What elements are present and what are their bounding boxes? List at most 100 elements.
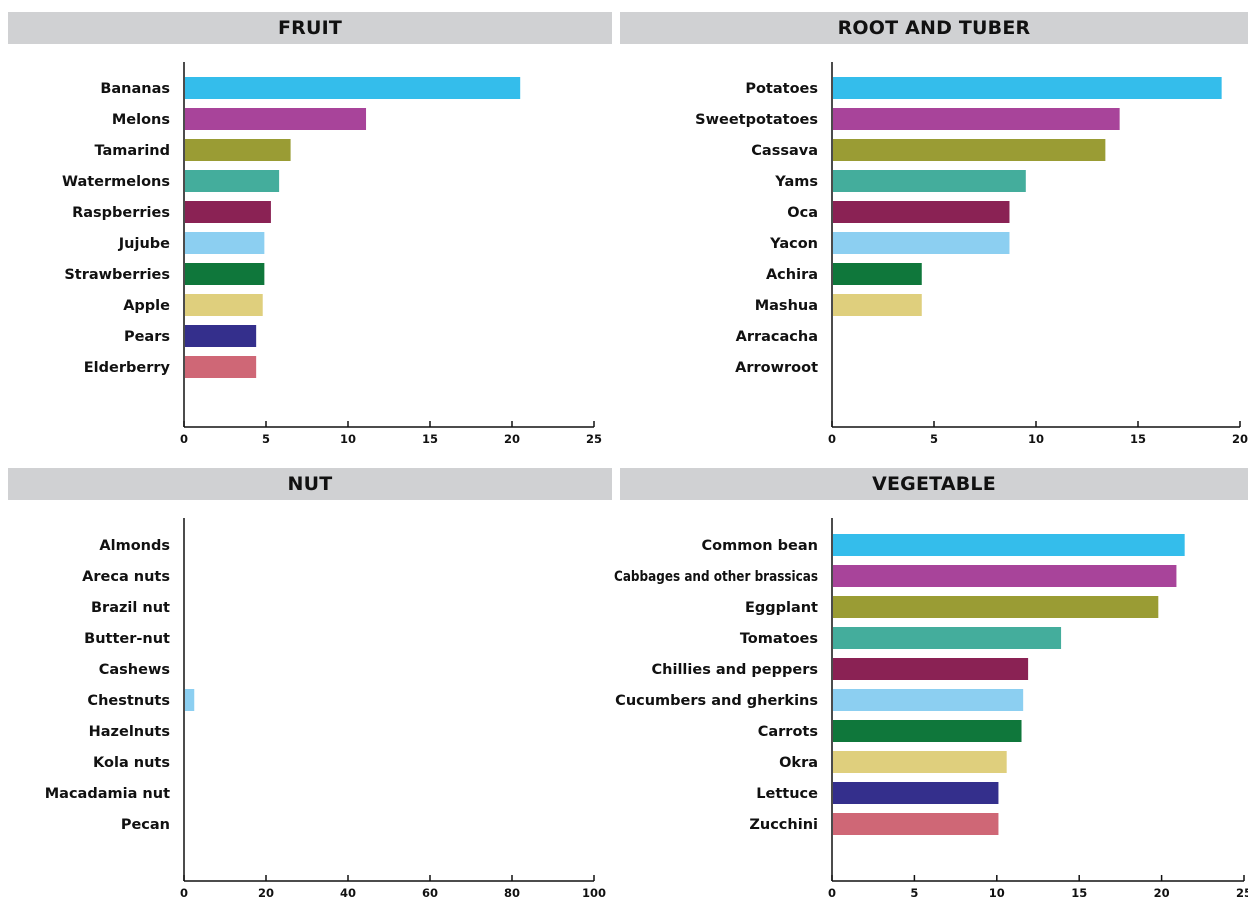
- category-label: Cabbages and other brassicas: [614, 569, 818, 585]
- bar-oca: [833, 201, 1010, 223]
- x-tick-label: 25: [586, 432, 602, 446]
- category-label: Arrowroot: [735, 360, 818, 376]
- bar-tomatoes: [833, 627, 1062, 649]
- x-tick-label: 10: [1028, 432, 1044, 446]
- category-label: Strawberries: [64, 267, 170, 283]
- category-label: Areca nuts: [82, 569, 170, 585]
- bar-mashua: [833, 294, 922, 316]
- category-label: Pecan: [121, 817, 170, 833]
- bar-yacon: [833, 232, 1010, 254]
- panel-nut: NUT 0 20 40 60 80 100 Almonds Areca nuts Brazil …: [8, 468, 612, 902]
- category-label: Tamarind: [94, 143, 170, 159]
- category-label: Hazelnuts: [89, 724, 170, 740]
- category-label: Mashua: [755, 298, 818, 314]
- bar-strawberries: [185, 263, 265, 285]
- category-label: Butter-nut: [84, 631, 170, 647]
- panel-title: FRUIT: [8, 12, 612, 44]
- bar-bananas: [185, 77, 521, 99]
- bar-cassava: [833, 139, 1106, 161]
- x-tick-label: 0: [828, 886, 836, 900]
- bar-zucchini: [833, 813, 999, 835]
- bar-cabbages-and-other-brassicas: [833, 565, 1177, 587]
- x-tick-label: 15: [1071, 886, 1087, 900]
- bar-eggplant: [833, 596, 1159, 618]
- x-tick-label: 15: [422, 432, 438, 446]
- category-label: Cucumbers and gherkins: [615, 693, 818, 709]
- bar-lettuce: [833, 782, 999, 804]
- category-label: Chillies and peppers: [652, 662, 818, 678]
- x-tick-label: 20: [258, 886, 274, 900]
- category-label: Bananas: [100, 81, 170, 97]
- x-tick-label: 20: [1232, 432, 1248, 446]
- category-label: Almonds: [99, 538, 170, 554]
- x-tick-label: 0: [180, 886, 188, 900]
- category-label: Sweetpotatoes: [695, 112, 818, 128]
- category-label: Melons: [112, 112, 170, 128]
- panel-root-and-tuber: ROOT AND TUBER 0 5 10 15 20 Potatoes Sweetpota…: [620, 12, 1248, 452]
- category-label: Okra: [779, 755, 818, 771]
- bar-pears: [185, 325, 257, 347]
- panel-fruit: FRUIT 0 5 10 15 20 25 Bananas Melons Tamarind Wat…: [8, 12, 612, 452]
- category-label: Cashews: [99, 662, 170, 678]
- category-label: Elderberry: [84, 360, 171, 376]
- nut-bar-chart: 0 20 40 60 80 100 Almonds Areca nuts Brazil nut B…: [45, 518, 606, 900]
- x-tick-label: 5: [930, 432, 938, 446]
- category-label: Watermelons: [62, 174, 170, 190]
- vegetable-bar-chart: 0 5 10 15 20 25 Common bean Cabbages and other …: [614, 518, 1248, 900]
- bar-cucumbers-and-gherkins: [833, 689, 1024, 711]
- x-tick-label: 15: [1130, 432, 1146, 446]
- bar-potatoes: [833, 77, 1222, 99]
- bar-jujube: [185, 232, 265, 254]
- bar-chillies-and-peppers: [833, 658, 1029, 680]
- category-label: Raspberries: [72, 205, 170, 221]
- category-label: Jujube: [118, 236, 170, 252]
- x-tick-label: 25: [1236, 886, 1248, 900]
- bar-okra: [833, 751, 1007, 773]
- category-label: Pears: [124, 329, 170, 345]
- category-label: Common bean: [702, 538, 818, 554]
- category-label: Achira: [766, 267, 818, 283]
- x-tick-label: 10: [340, 432, 356, 446]
- category-label: Potatoes: [745, 81, 818, 97]
- x-tick-label: 60: [422, 886, 438, 900]
- category-label: Tomatoes: [740, 631, 818, 647]
- bar-watermelons: [185, 170, 280, 192]
- category-label: Lettuce: [756, 786, 818, 802]
- category-label: Macadamia nut: [45, 786, 170, 802]
- category-label: Chestnuts: [87, 693, 170, 709]
- category-label: Apple: [123, 298, 170, 314]
- bar-sweetpotatoes: [833, 108, 1120, 130]
- category-label: Arracacha: [736, 329, 818, 345]
- bar-carrots: [833, 720, 1022, 742]
- category-label: Zucchini: [749, 817, 818, 833]
- bar-melons: [185, 108, 367, 130]
- bar-tamarind: [185, 139, 291, 161]
- x-tick-label: 80: [504, 886, 520, 900]
- category-label: Kola nuts: [93, 755, 170, 771]
- category-label: Oca: [787, 205, 818, 221]
- category-label: Carrots: [758, 724, 818, 740]
- panel-title: NUT: [8, 468, 612, 500]
- category-label: Eggplant: [745, 600, 818, 616]
- bar-raspberries: [185, 201, 271, 223]
- x-tick-label: 40: [340, 886, 356, 900]
- x-tick-label: 0: [828, 432, 836, 446]
- bar-yams: [833, 170, 1026, 192]
- category-label: Yams: [774, 174, 818, 190]
- panel-title: ROOT AND TUBER: [620, 12, 1248, 44]
- x-tick-label: 20: [504, 432, 520, 446]
- panel-vegetable: VEGETABLE 0 5 10 15 20 25 Common bean Cabbages …: [614, 468, 1248, 902]
- bar-achira: [833, 263, 922, 285]
- bar-chestnuts: [185, 689, 195, 711]
- x-tick-label: 0: [180, 432, 188, 446]
- root-and-tuber-bar-chart: 0 5 10 15 20 Potatoes Sweetpotatoes Cassava Yams…: [695, 62, 1248, 446]
- panel-title: VEGETABLE: [620, 468, 1248, 500]
- x-tick-label: 5: [910, 886, 918, 900]
- bar-elderberry: [185, 356, 257, 378]
- x-tick-label: 20: [1154, 886, 1170, 900]
- category-label: Cassava: [751, 143, 818, 159]
- bar-apple: [185, 294, 263, 316]
- bar-common-bean: [833, 534, 1185, 556]
- category-label: Brazil nut: [91, 600, 170, 616]
- x-tick-label: 100: [582, 886, 606, 900]
